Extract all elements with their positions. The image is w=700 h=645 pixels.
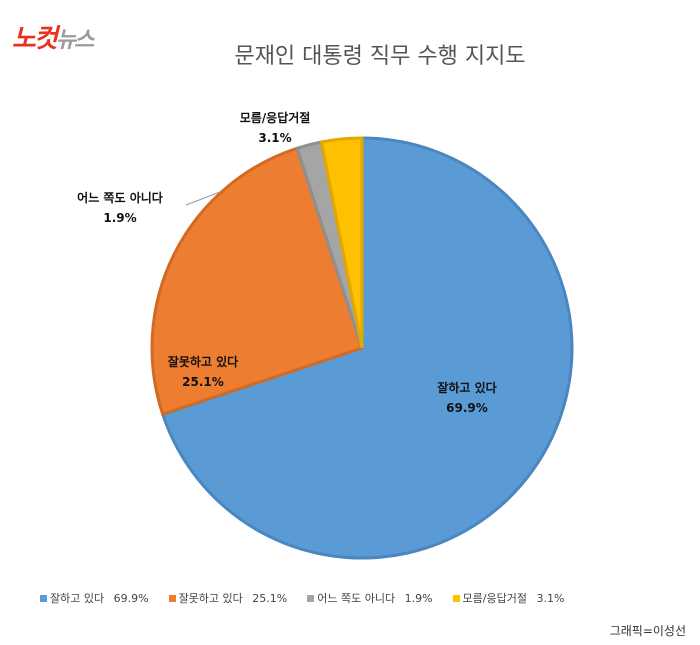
chart-title: 문재인 대통령 직무 수행 지지도 bbox=[234, 44, 526, 69]
leader-line bbox=[185, 191, 221, 206]
logo: 노컷뉴스 bbox=[12, 24, 94, 54]
data-label-3: 모름/응답거절 3.1% bbox=[239, 111, 311, 145]
credit: 그래픽=이성선 bbox=[609, 624, 686, 638]
data-label-1: 잘못하고 있다 25.1% bbox=[167, 355, 239, 389]
legend-item-1: 잘못하고 있다 25.1% bbox=[168, 590, 287, 606]
data-label-2: 어느 쪽도 아니다 1.9% bbox=[77, 191, 163, 225]
pie-slice-1 bbox=[150, 146, 364, 417]
legend-item-0: 잘하고 있다 69.9% bbox=[40, 590, 149, 606]
legend-item-3: 모름/응답거절 3.1% bbox=[452, 590, 564, 606]
legend-item-2: 어느 쪽도 아니다 1.9% bbox=[307, 590, 433, 606]
legend: 잘하고 있다 69.9% 잘못하고 있다 25.1% 어느 쪽도 아니다 1.9… bbox=[40, 590, 564, 606]
pie-slice-0 bbox=[160, 136, 574, 560]
data-label-0: 잘하고 있다 69.9% bbox=[437, 381, 497, 415]
pie-slice-3 bbox=[319, 136, 364, 349]
